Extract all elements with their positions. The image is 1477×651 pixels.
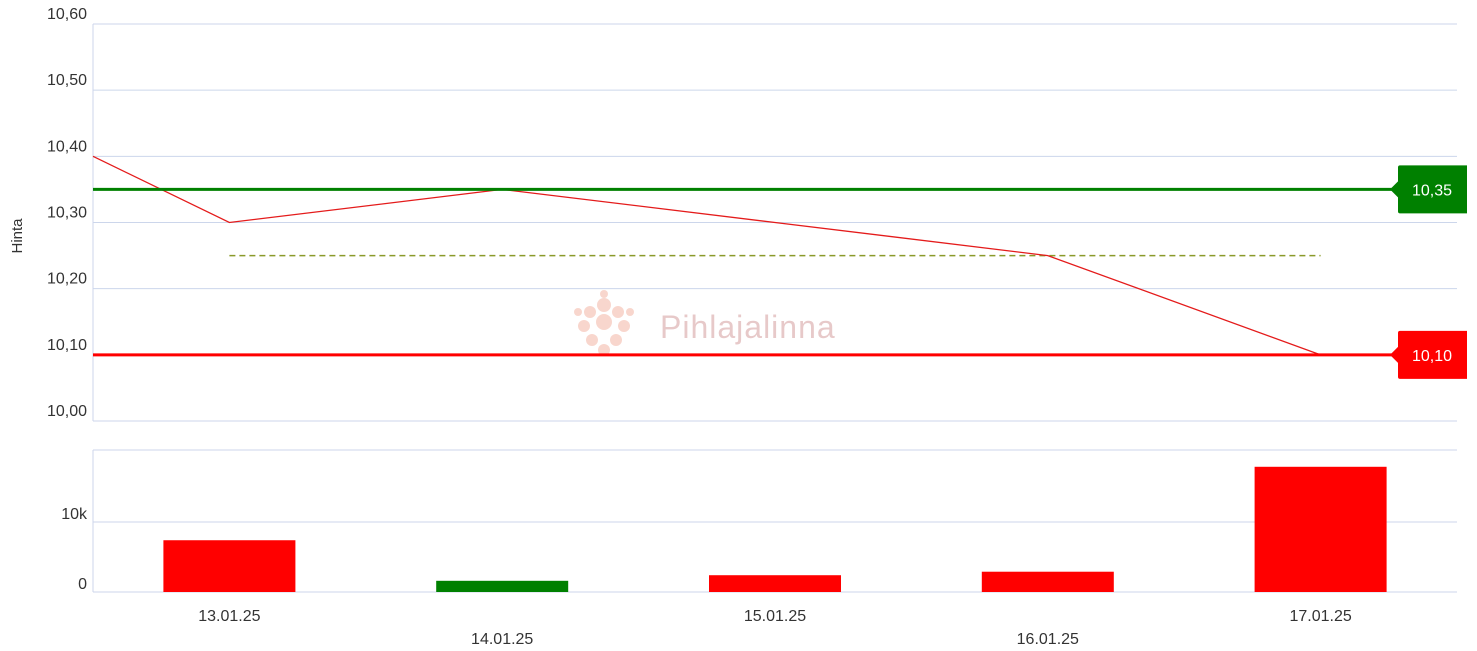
y-tick-label: 10,40 xyxy=(47,138,87,155)
volume-bar xyxy=(1254,466,1387,592)
y-tick-label: 10,10 xyxy=(47,337,87,354)
low-label: 10,10 xyxy=(1412,348,1452,365)
logo xyxy=(574,290,634,356)
y-axis-label: Hinta xyxy=(9,218,26,254)
x-tick-label: 15.01.25 xyxy=(744,608,806,625)
y-tick-label: 10,20 xyxy=(47,271,87,288)
watermark: Pihlajalinna xyxy=(660,309,836,345)
high-label-box xyxy=(1390,165,1467,214)
y-tick-label: 10,00 xyxy=(47,403,87,420)
low-label-box xyxy=(1390,330,1467,379)
x-tick-label: 13.01.25 xyxy=(198,608,260,625)
y-tick-label: 10,30 xyxy=(47,205,87,222)
x-tick-label: 17.01.25 xyxy=(1289,608,1351,625)
y2-tick-label: 10k xyxy=(61,506,88,523)
x-tick-label: 14.01.25 xyxy=(471,631,533,648)
y-tick-label: 10,50 xyxy=(47,72,87,89)
volume-bar xyxy=(709,575,841,592)
high-label: 10,35 xyxy=(1412,182,1452,199)
y-tick-label: 10,60 xyxy=(47,6,87,23)
volume-bar xyxy=(163,540,296,592)
price-line xyxy=(92,155,1321,356)
x-tick-label: 16.01.25 xyxy=(1017,631,1079,648)
volume-bar xyxy=(981,571,1114,592)
y2-tick-label: 0 xyxy=(78,576,87,593)
volume-bar xyxy=(436,580,569,592)
